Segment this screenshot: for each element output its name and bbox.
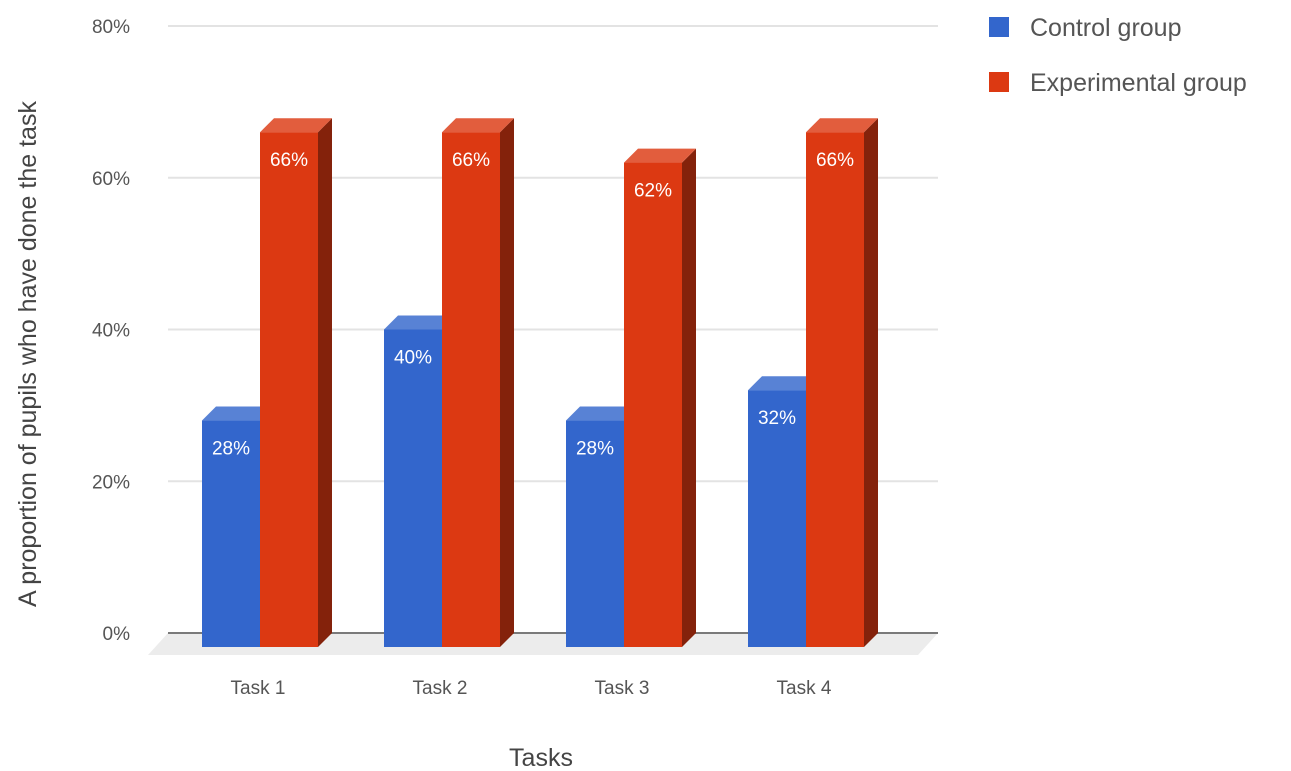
- x-tick-label: Task 3: [595, 678, 650, 699]
- bar-side: [318, 118, 332, 648]
- x-tick-label: Task 1: [231, 678, 286, 699]
- legend: Control group Experimental group: [989, 14, 1247, 97]
- data-label: 66%: [270, 150, 308, 171]
- bar-top: [748, 376, 820, 391]
- y-tick-label: 0%: [103, 624, 131, 645]
- bar-side: [500, 118, 514, 648]
- bar-front: [624, 162, 682, 647]
- bar-experimental-3: 62%: [624, 148, 696, 647]
- legend-swatch: [989, 72, 1009, 92]
- data-label: 28%: [576, 439, 614, 460]
- bars: 28% 66% 40% 66% 28% 62% 32% 66%: [202, 118, 878, 648]
- floor-plane: [148, 633, 938, 655]
- bar-front: [202, 420, 260, 647]
- y-tick-label: 40%: [92, 321, 130, 342]
- bar-top: [566, 406, 638, 421]
- bar-front: [442, 132, 500, 648]
- legend-label: Experimental group: [1030, 69, 1247, 97]
- bar-front: [748, 390, 806, 647]
- legend-label: Control group: [1030, 14, 1181, 42]
- bar-top: [624, 148, 696, 163]
- bar-top: [806, 118, 878, 133]
- bar-top: [442, 118, 514, 133]
- data-label: 28%: [212, 439, 250, 460]
- x-axis-categories: Task 1 Task 2 Task 3 Task 4: [231, 678, 832, 699]
- data-label: 66%: [452, 150, 490, 171]
- bar-experimental-1: 66%: [260, 118, 332, 648]
- bar-top: [384, 315, 456, 330]
- data-label: 62%: [634, 181, 672, 202]
- y-tick-label: 20%: [92, 472, 130, 493]
- y-axis-title: A proportion of pupils who have done the…: [14, 101, 42, 607]
- x-axis-title: Tasks: [509, 744, 573, 771]
- bar-top: [202, 406, 274, 421]
- bar-front: [260, 132, 318, 648]
- y-tick-label: 80%: [92, 17, 130, 38]
- data-label: 40%: [394, 348, 432, 369]
- bar-control-1: 28%: [202, 406, 274, 647]
- bar-front: [806, 132, 864, 648]
- bar-top: [260, 118, 332, 133]
- legend-swatch: [989, 17, 1009, 37]
- data-label: 32%: [758, 408, 796, 429]
- bar-front: [384, 329, 442, 647]
- legend-item-control: Control group: [989, 14, 1181, 42]
- bar-side: [864, 118, 878, 648]
- bar-front: [566, 420, 624, 647]
- x-tick-label: Task 4: [777, 678, 832, 699]
- y-tick-label: 60%: [92, 169, 130, 190]
- bar-side: [682, 148, 696, 647]
- legend-item-experimental: Experimental group: [989, 69, 1247, 97]
- x-tick-label: Task 2: [413, 678, 468, 699]
- bar-experimental-2: 66%: [442, 118, 514, 648]
- data-label: 66%: [816, 150, 854, 171]
- y-axis-ticks: 0% 20% 40% 60% 80%: [92, 17, 130, 645]
- bar-experimental-4: 66%: [806, 118, 878, 648]
